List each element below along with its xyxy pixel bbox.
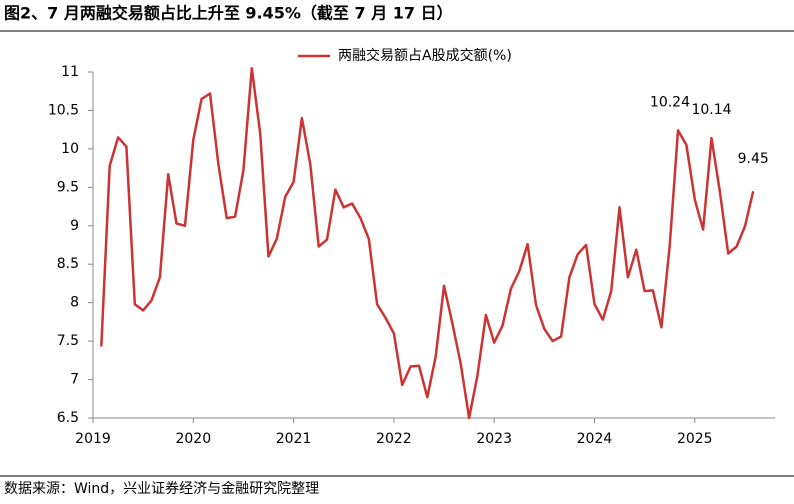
data-label: 10.14 <box>691 102 731 118</box>
x-tick-label: 2021 <box>276 431 312 447</box>
data-label: 10.24 <box>650 94 690 110</box>
y-tick-label: 10 <box>61 141 79 157</box>
y-tick-label: 10.5 <box>48 102 79 118</box>
legend-label: 两融交易额占A股成交额(%) <box>338 47 512 64</box>
y-tick-label: 11 <box>61 64 79 80</box>
y-tick-label: 7.5 <box>57 333 79 349</box>
x-tick-label: 2023 <box>476 431 512 447</box>
x-tick-label: 2020 <box>175 431 211 447</box>
x-tick-label: 2022 <box>376 431 412 447</box>
x-tick-label: 2019 <box>75 431 111 447</box>
y-tick-label: 9 <box>70 218 79 234</box>
chart-title: 图2、7 月两融交易额占比上升至 9.45%（截至 7 月 17 日） <box>4 4 453 23</box>
x-tick-label: 2024 <box>577 431 613 447</box>
source-note: 数据来源：Wind，兴业证券经济与金融研究院整理 <box>4 481 319 497</box>
data-line <box>100 66 755 420</box>
x-tick-label: 2025 <box>677 431 713 447</box>
y-tick-label: 9.5 <box>57 179 79 195</box>
y-tick-label: 8 <box>70 295 79 311</box>
y-tick-label: 8.5 <box>57 256 79 272</box>
y-tick-label: 6.5 <box>57 410 79 426</box>
data-label: 9.45 <box>738 151 769 167</box>
y-tick-label: 7 <box>70 372 79 388</box>
